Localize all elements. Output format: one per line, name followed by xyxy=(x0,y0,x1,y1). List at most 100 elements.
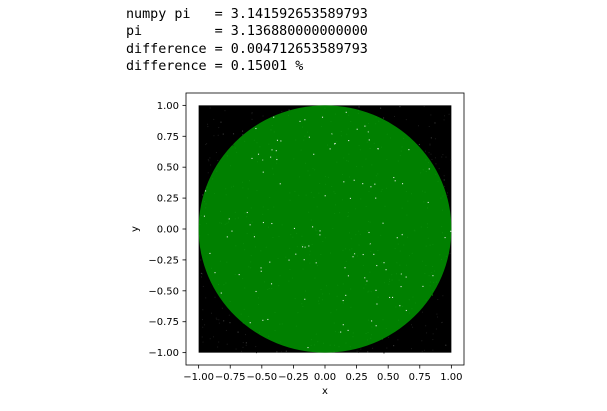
inside-point xyxy=(329,252,331,254)
inside-point xyxy=(401,234,403,236)
inside-point xyxy=(386,159,388,161)
inside-point xyxy=(253,233,255,235)
outside-point xyxy=(448,113,450,115)
inside-point xyxy=(352,332,354,334)
outside-point xyxy=(200,259,202,261)
inside-point xyxy=(376,264,378,267)
x-tick-label: 0.50 xyxy=(377,372,399,383)
inside-point xyxy=(276,139,279,141)
inside-point xyxy=(380,234,382,236)
inside-point xyxy=(365,333,367,335)
outside-point xyxy=(442,295,444,297)
inside-point xyxy=(342,173,344,175)
inside-point xyxy=(291,277,293,279)
outside-point xyxy=(222,133,224,135)
inside-point xyxy=(337,284,339,286)
outside-point xyxy=(437,298,439,300)
inside-point xyxy=(268,335,270,337)
inside-point xyxy=(366,141,368,143)
inside-point xyxy=(388,278,390,280)
inside-point xyxy=(399,250,401,252)
inside-point xyxy=(214,272,216,274)
inside-point xyxy=(358,244,360,246)
inside-point xyxy=(368,231,370,234)
inside-point xyxy=(228,221,230,223)
inside-point xyxy=(432,275,434,277)
inside-point xyxy=(352,336,354,338)
inside-point xyxy=(304,298,306,300)
inside-point xyxy=(336,161,338,163)
inside-point xyxy=(441,209,443,211)
inside-point xyxy=(271,222,273,225)
inside-point xyxy=(442,195,444,197)
outside-point xyxy=(244,334,246,336)
inside-point xyxy=(423,201,425,203)
x-tick-label: −0.25 xyxy=(278,372,309,383)
inside-point xyxy=(376,303,378,305)
outside-point xyxy=(430,114,432,116)
inside-point xyxy=(316,265,318,267)
inside-point xyxy=(301,235,303,237)
inside-point xyxy=(370,291,372,293)
inside-point xyxy=(365,284,367,286)
outside-point xyxy=(208,160,210,162)
inside-point xyxy=(329,148,331,150)
inside-point xyxy=(393,176,395,179)
inside-point xyxy=(302,268,304,270)
inside-point xyxy=(425,245,427,247)
inside-point xyxy=(304,162,306,164)
inside-point xyxy=(242,278,244,280)
inside-point xyxy=(350,238,352,240)
inside-point xyxy=(226,222,228,224)
inside-point xyxy=(429,285,431,287)
inside-point xyxy=(349,249,351,251)
outside-point xyxy=(429,143,431,145)
outside-point xyxy=(435,328,437,330)
inside-point xyxy=(272,173,274,175)
outside-point xyxy=(218,322,220,324)
outside-point xyxy=(281,351,283,353)
outside-point xyxy=(431,159,433,161)
outside-point xyxy=(443,179,445,181)
inside-point xyxy=(314,277,316,279)
inside-point xyxy=(405,190,407,192)
inside-point xyxy=(310,191,312,193)
inside-point xyxy=(362,183,364,185)
inside-point xyxy=(349,197,351,199)
outside-point xyxy=(432,333,434,335)
inside-point xyxy=(399,305,401,307)
outside-point xyxy=(445,344,447,346)
outside-point xyxy=(251,113,253,115)
inside-point xyxy=(405,276,407,278)
outside-point xyxy=(226,343,228,345)
inside-point xyxy=(209,252,211,254)
inside-point xyxy=(440,197,442,199)
inside-point xyxy=(302,243,304,245)
inside-point xyxy=(394,180,396,182)
inside-point xyxy=(368,290,370,292)
outside-point xyxy=(202,285,204,287)
outside-point xyxy=(209,338,211,340)
inside-point xyxy=(355,166,357,168)
inside-point xyxy=(427,237,429,239)
inside-point xyxy=(367,332,369,334)
inside-point xyxy=(349,346,351,348)
outside-point xyxy=(442,154,444,156)
inside-point xyxy=(295,139,297,141)
inside-point xyxy=(364,277,366,279)
inside-point xyxy=(276,156,278,158)
outside-point xyxy=(382,117,385,119)
outside-point xyxy=(434,122,436,124)
inside-point xyxy=(331,133,333,135)
inside-point xyxy=(353,253,355,255)
inside-point xyxy=(302,126,304,128)
inside-point xyxy=(273,131,275,133)
inside-point xyxy=(373,142,375,144)
inside-point xyxy=(276,162,278,164)
inside-point xyxy=(347,275,349,277)
inside-point xyxy=(321,116,324,118)
inside-point xyxy=(272,167,274,169)
inside-point xyxy=(299,176,301,178)
inside-point xyxy=(251,157,253,159)
